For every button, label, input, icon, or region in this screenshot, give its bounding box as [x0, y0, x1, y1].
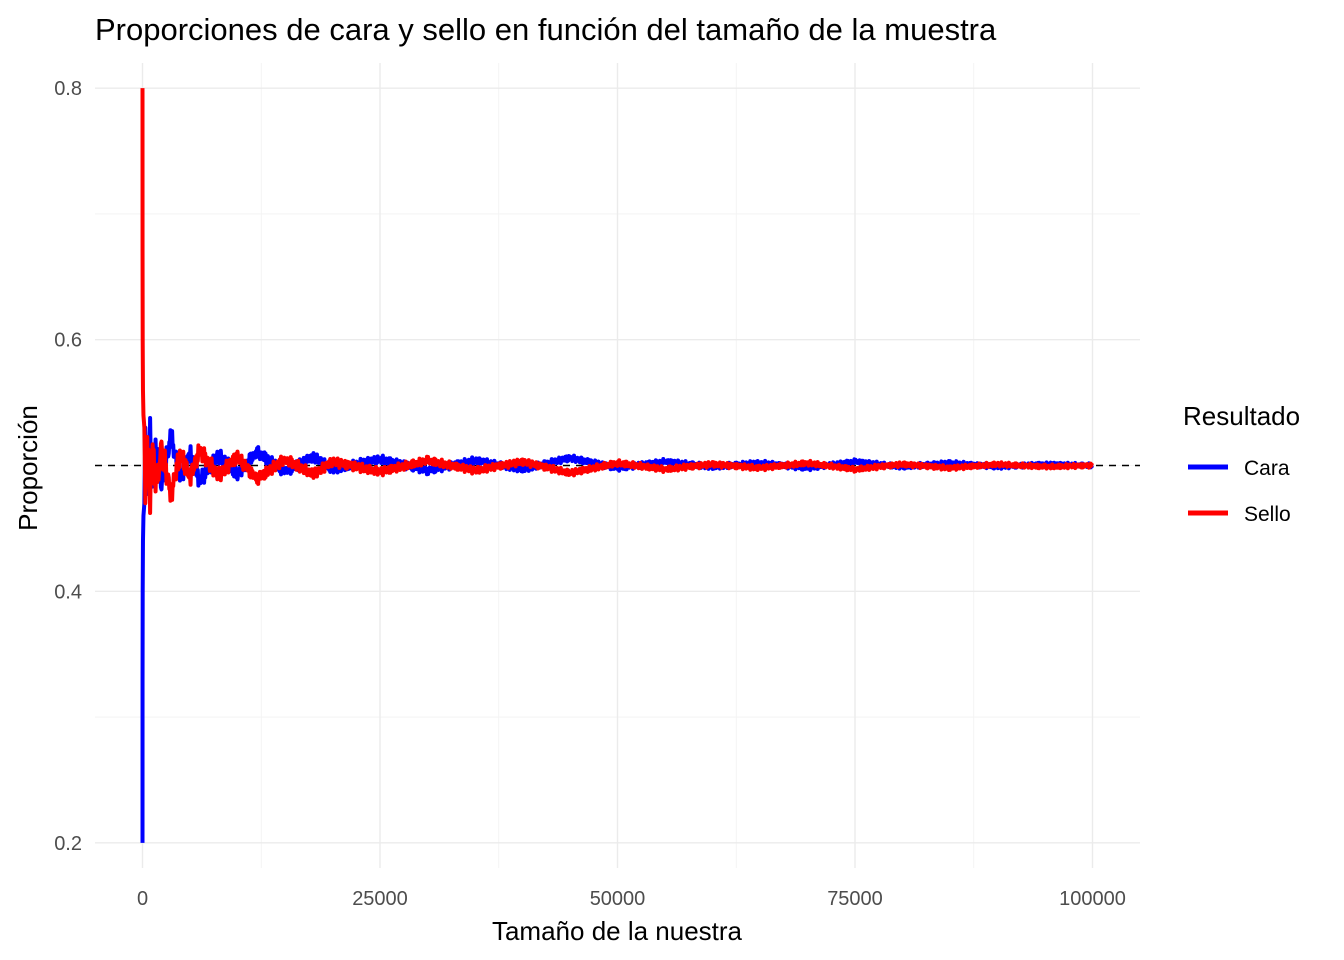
y-axis-title: Proporción — [13, 405, 43, 531]
y-tick-label: 0.2 — [54, 833, 82, 855]
series-line-sello — [140, 88, 1095, 515]
x-tick-label: 0 — [137, 888, 148, 910]
x-tick-label: 75000 — [827, 888, 883, 910]
y-tick-label: 0.8 — [54, 78, 82, 100]
legend: Resultado Cara Sello — [1183, 401, 1300, 526]
x-tick-label: 25000 — [352, 888, 408, 910]
x-axis-ticks: 0 25000 50000 75000 100000 — [137, 888, 1126, 910]
y-axis-ticks: 0.2 0.4 0.6 0.8 — [54, 78, 82, 855]
x-tick-label: 100000 — [1059, 888, 1126, 910]
legend-title: Resultado — [1183, 401, 1300, 431]
x-tick-label: 50000 — [590, 888, 646, 910]
y-tick-label: 0.4 — [54, 581, 82, 603]
legend-label-cara: Cara — [1244, 457, 1290, 480]
chart-title: Proporciones de cara y sello en función … — [95, 12, 997, 47]
x-axis-title: Tamaño de la nuestra — [492, 916, 743, 946]
y-tick-label: 0.6 — [54, 330, 82, 352]
legend-label-sello: Sello — [1244, 503, 1291, 526]
series-layer — [140, 88, 1095, 843]
